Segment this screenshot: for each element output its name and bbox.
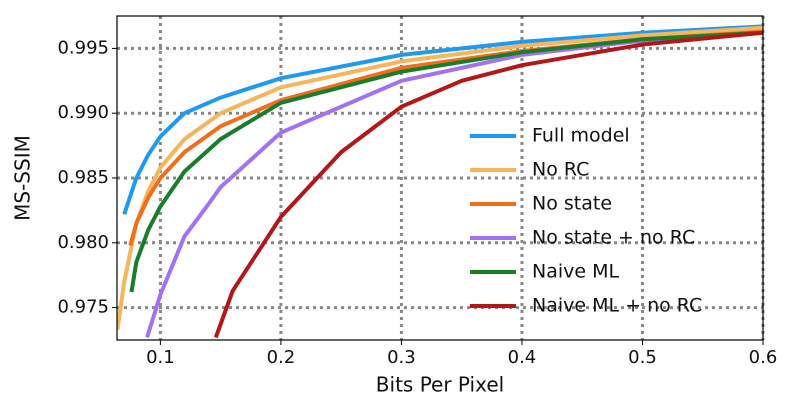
y-tick-label: 0.975: [57, 297, 109, 318]
lines: [117, 24, 763, 339]
series-line: [122, 24, 763, 215]
series-line: [213, 30, 763, 339]
y-axis-label: MS-SSIM: [11, 135, 35, 221]
legend-label: No state: [532, 193, 612, 215]
legend-label: Naive ML + no RC: [532, 295, 702, 317]
x-tick-label: 0.6: [749, 347, 778, 368]
x-tick-label: 0.5: [628, 347, 657, 368]
y-tick-label: 0.980: [57, 232, 109, 253]
ticks: 0.1 0.2 0.3 0.4 0.5 0.6 0.975 0.980 0.985 0.990 0.…: [57, 37, 777, 368]
x-tick-label: 0.1: [146, 347, 175, 368]
x-tick-label: 0.4: [508, 347, 537, 368]
legend-label: Full model: [532, 125, 630, 147]
legend-label: Naive ML: [532, 261, 620, 283]
legend: Full model No RC No state No state + no RC N…: [470, 125, 702, 317]
x-tick-label: 0.2: [267, 347, 296, 368]
legend-label: No state + no RC: [532, 227, 695, 249]
x-tick-label: 0.3: [387, 347, 416, 368]
x-axis-label: Bits Per Pixel: [376, 373, 504, 397]
series-line: [129, 30, 763, 293]
legend-label: No RC: [532, 159, 589, 181]
y-tick-label: 0.990: [57, 102, 109, 123]
y-tick-label: 0.995: [57, 37, 109, 58]
series-line: [145, 30, 763, 338]
y-tick-label: 0.985: [57, 167, 109, 188]
